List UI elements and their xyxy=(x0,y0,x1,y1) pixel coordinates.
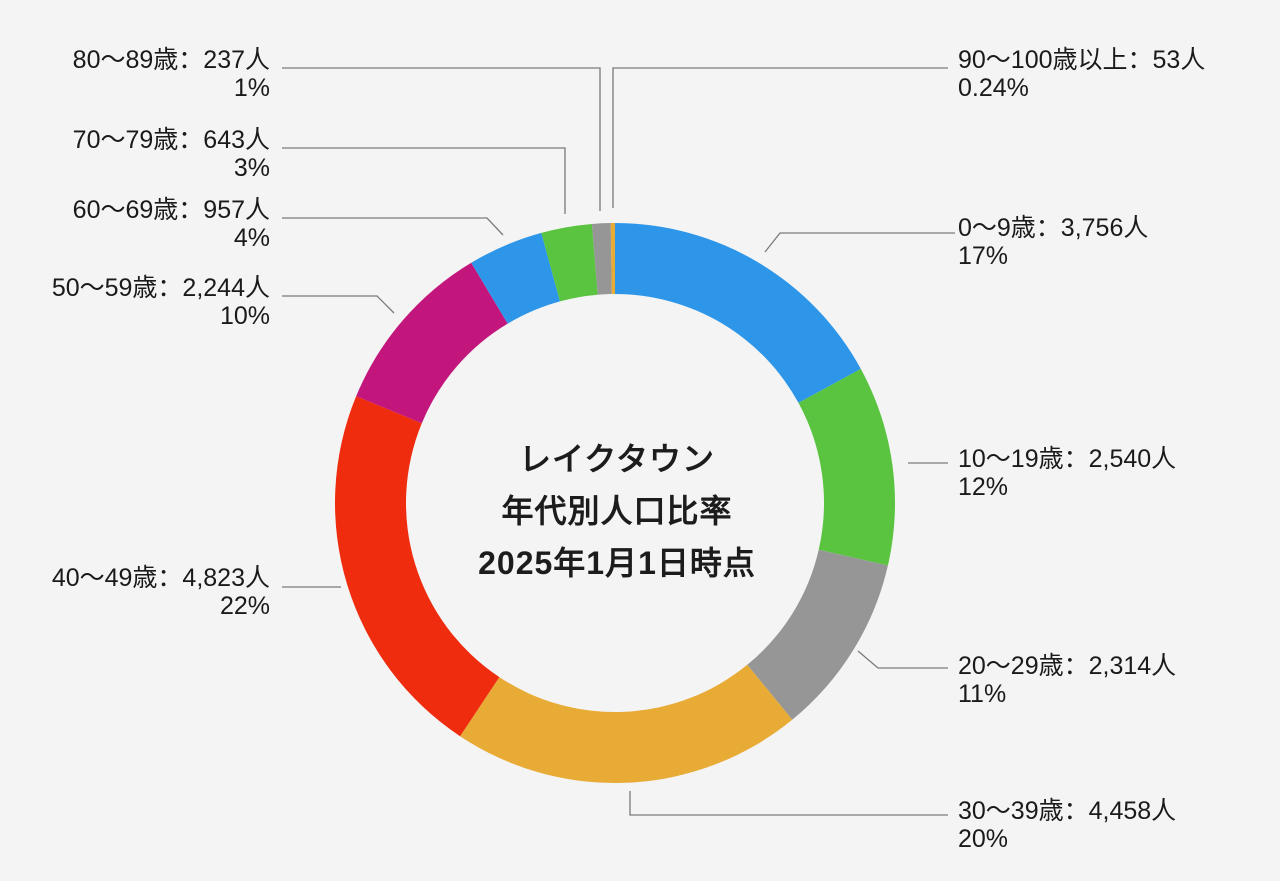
segment-label-40〜49歳: 40〜49歳：4,823人 22% xyxy=(52,564,270,620)
leader-line-60〜69歳 xyxy=(282,217,504,236)
segment-label-50〜59歳: 50〜59歳：2,244人 10% xyxy=(52,274,270,330)
chart-title-line-3: 2025年1月1日時点 xyxy=(478,545,756,581)
segment-label-text: 80〜89歳：237人 xyxy=(72,46,270,74)
segment-percent-text: 10% xyxy=(219,302,270,330)
segment-label-text: 50〜59歳：2,244人 xyxy=(51,274,270,302)
donut-segment-30〜39歳 xyxy=(460,664,793,783)
leader-line-90〜100歳以上 xyxy=(612,67,948,208)
segment-percent-text: 4% xyxy=(233,224,270,252)
segment-label-70〜79歳: 70〜79歳：643人 3% xyxy=(73,126,270,182)
leader-line-80〜89歳 xyxy=(282,67,601,211)
segment-label-20〜29歳: 20〜29歳：2,314人 11% xyxy=(958,652,1176,708)
donut-segment-90〜100歳以上 xyxy=(610,223,615,295)
leader-line-0〜9歳 xyxy=(764,232,955,253)
chart-title-line-1: レイクタウン xyxy=(518,441,716,477)
segment-percent-text: 3% xyxy=(233,154,270,182)
segment-label-text: 90〜100歳以上：53人 xyxy=(958,46,1206,74)
leader-line-20〜29歳 xyxy=(857,650,948,669)
segment-label-10〜19歳: 10〜19歳：2,540人 12% xyxy=(958,445,1176,501)
segment-percent-text: 22% xyxy=(219,592,270,620)
chart-title: レイクタウン 年代別人口比率 2025年1月1日時点 xyxy=(478,433,756,589)
segment-label-text: 40〜49歳：4,823人 xyxy=(51,564,270,592)
donut-segment-10〜19歳 xyxy=(798,368,895,566)
segment-percent-text: 1% xyxy=(233,74,270,102)
segment-label-text: 20〜29歳：2,314人 xyxy=(958,652,1177,680)
segment-percent-text: 20% xyxy=(958,825,1009,853)
segment-label-80〜89歳: 80〜89歳：237人 1% xyxy=(73,46,270,102)
donut-segment-80〜89歳 xyxy=(591,223,612,295)
donut-segment-0〜9歳 xyxy=(615,223,861,403)
chart-title-line-2: 年代別人口比率 xyxy=(501,493,733,529)
segment-percent-text: 11% xyxy=(958,680,1007,708)
segment-label-text: 60〜69歳：957人 xyxy=(72,196,270,224)
segment-label-90〜100歳以上: 90〜100歳以上：53人 0.24% xyxy=(958,46,1205,102)
segment-label-0〜9歳: 0〜9歳：3,756人 17% xyxy=(958,214,1148,270)
segment-label-text: 10〜19歳：2,540人 xyxy=(958,445,1177,473)
segment-percent-text: 17% xyxy=(958,242,1009,270)
donut-segment-20〜29歳 xyxy=(747,549,888,720)
segment-label-30〜39歳: 30〜39歳：4,458人 20% xyxy=(958,797,1176,853)
segment-percent-text: 0.24% xyxy=(958,74,1029,102)
donut-segment-60〜69歳 xyxy=(471,232,561,324)
segment-percent-text: 12% xyxy=(958,473,1009,501)
segment-label-text: 0〜9歳：3,756人 xyxy=(958,214,1149,242)
leader-line-30〜39歳 xyxy=(629,791,948,816)
leader-line-50〜59歳 xyxy=(282,295,395,314)
donut-segment-50〜59歳 xyxy=(356,262,508,424)
donut-segment-70〜79歳 xyxy=(541,223,598,302)
donut-segment-40〜49歳 xyxy=(334,396,500,737)
leader-line-70〜79歳 xyxy=(282,147,566,214)
segment-label-text: 30〜39歳：4,458人 xyxy=(958,797,1177,825)
segment-label-text: 70〜79歳：643人 xyxy=(72,126,270,154)
segment-label-60〜69歳: 60〜69歳：957人 4% xyxy=(73,196,270,252)
